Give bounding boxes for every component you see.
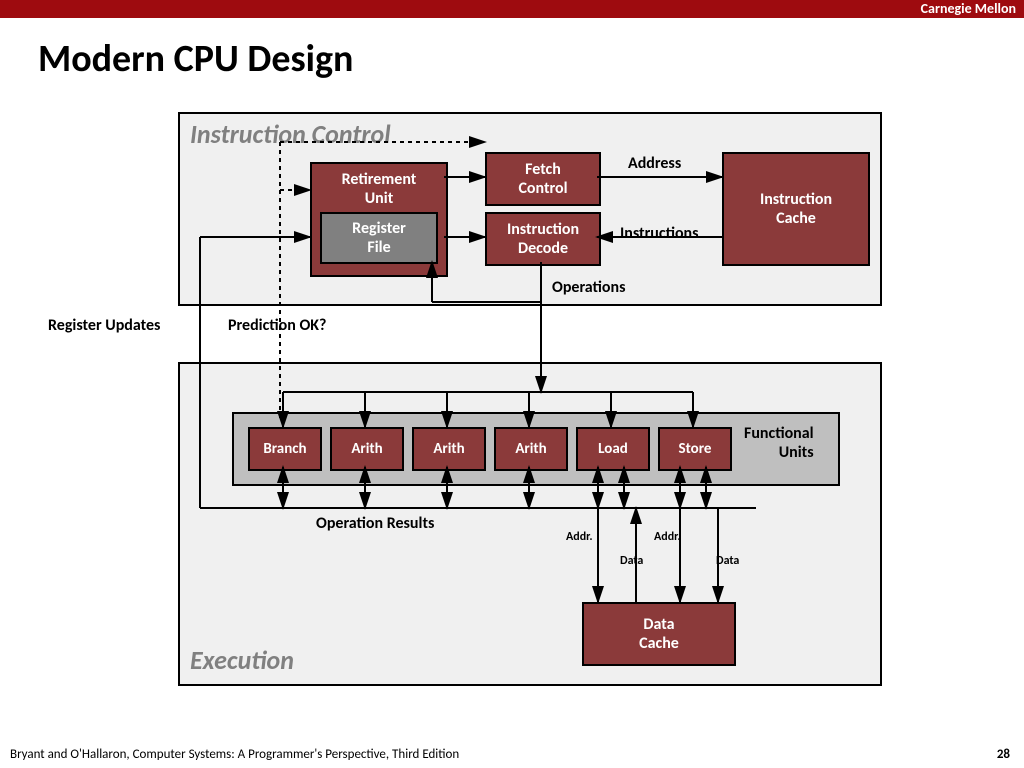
- top-bar: Carnegie Mellon: [0, 0, 1024, 18]
- label-operation-results: Operation Results: [316, 514, 434, 533]
- instruction-control-label: Instruction Control: [190, 118, 391, 150]
- label-register-updates: Register Updates: [48, 316, 160, 335]
- footer-citation: Bryant and O'Hallaron, Computer Systems:…: [10, 747, 459, 762]
- label-instructions: Instructions: [620, 224, 699, 243]
- functional-unit-arith-2: Arith: [412, 427, 486, 471]
- data-cache-box: Data Cache: [582, 602, 736, 666]
- fetch-control-box: Fetch Control: [485, 152, 601, 206]
- instruction-cache-box: Instruction Cache: [722, 152, 870, 266]
- functional-units-label: Functional Units: [744, 424, 814, 462]
- instruction-decode-box: Instruction Decode: [485, 212, 601, 266]
- functional-unit-store-5: Store: [658, 427, 732, 471]
- label-data1: Data: [620, 554, 643, 568]
- label-data2: Data: [716, 554, 739, 568]
- label-address: Address: [628, 154, 681, 173]
- register-file-box: Register File: [320, 212, 438, 264]
- page-number: 28: [997, 747, 1010, 762]
- page-title: Modern CPU Design: [38, 36, 1024, 82]
- execution-region: [178, 362, 882, 686]
- functional-unit-load-4: Load: [576, 427, 650, 471]
- label-addr2: Addr.: [654, 530, 681, 544]
- execution-label: Execution: [190, 644, 294, 676]
- label-prediction-ok: Prediction OK?: [228, 316, 326, 335]
- brand-label: Carnegie Mellon: [921, 0, 1016, 17]
- functional-unit-arith-1: Arith: [330, 427, 404, 471]
- label-operations: Operations: [552, 278, 625, 297]
- functional-unit-branch-0: Branch: [248, 427, 322, 471]
- label-addr1: Addr.: [566, 530, 593, 544]
- diagram-canvas: Instruction Control Execution Retirement…: [0, 92, 1024, 752]
- functional-unit-arith-3: Arith: [494, 427, 568, 471]
